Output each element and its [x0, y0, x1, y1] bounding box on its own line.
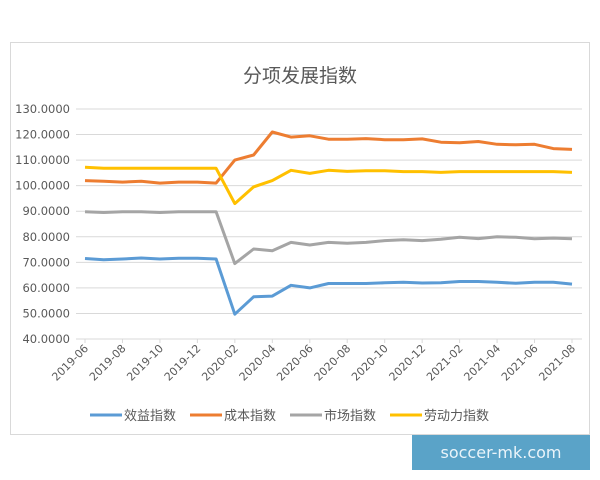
- x-tick-label: 2021-02: [424, 342, 466, 384]
- y-tick-label: 60.0000: [22, 281, 70, 295]
- series-line-1: [84, 130, 573, 185]
- x-tick-label: 2020-04: [237, 342, 279, 384]
- y-tick-label: 40.0000: [22, 332, 70, 346]
- x-tick-label: 2021-08: [536, 342, 578, 384]
- x-tick-label: 2020-02: [199, 342, 241, 384]
- legend-label: 成本指数: [224, 409, 276, 424]
- x-tick-label: 2020-10: [349, 342, 391, 384]
- y-tick-label: 80.0000: [22, 230, 70, 244]
- x-tick-label: 2020-06: [274, 342, 316, 384]
- x-tick-label: 2021-04: [462, 342, 504, 384]
- x-tick-label: 2019-08: [87, 342, 129, 384]
- series-line-3: [84, 165, 573, 206]
- y-tick-label: 90.0000: [22, 204, 70, 218]
- series-line-0: [84, 256, 573, 316]
- x-tick-label: 2019-12: [162, 342, 204, 384]
- y-tick-label: 110.0000: [15, 153, 70, 167]
- x-tick-label: 2020-12: [387, 342, 429, 384]
- legend-label: 市场指数: [324, 408, 376, 424]
- legend-label: 劳动力指数: [424, 408, 489, 424]
- y-tick-label: 130.0000: [15, 102, 70, 116]
- y-tick-label: 100.0000: [15, 179, 70, 193]
- x-tick-label: 2021-06: [499, 342, 541, 384]
- chart-title: 分项发展指数: [243, 65, 357, 87]
- x-tick-label: 2019-06: [49, 342, 91, 384]
- x-tick-label: 2019-10: [124, 342, 166, 384]
- y-tick-label: 70.0000: [22, 255, 70, 269]
- y-tick-label: 50.0000: [22, 306, 70, 320]
- legend-label: 效益指数: [124, 409, 176, 424]
- series-line-2: [84, 210, 573, 266]
- y-tick-label: 120.0000: [15, 128, 70, 142]
- x-tick-label: 2020-08: [312, 342, 354, 384]
- watermark: soccer-mk.com: [412, 435, 590, 470]
